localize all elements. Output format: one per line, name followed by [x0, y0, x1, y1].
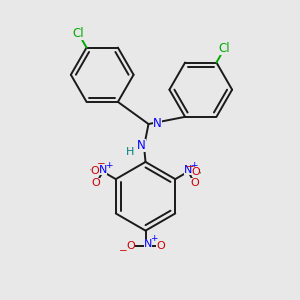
Text: +: +: [105, 161, 112, 170]
Text: N: N: [137, 139, 146, 152]
Text: O: O: [92, 178, 100, 188]
Text: +: +: [150, 235, 158, 244]
Text: O: O: [192, 167, 200, 177]
Text: N: N: [144, 239, 152, 249]
Text: O: O: [190, 178, 199, 188]
Text: N: N: [153, 117, 162, 130]
Text: +: +: [190, 161, 198, 170]
Text: Cl: Cl: [73, 27, 84, 40]
Text: O: O: [156, 241, 165, 251]
Text: H: H: [126, 147, 134, 157]
Text: N: N: [99, 165, 107, 175]
Text: −: −: [186, 162, 195, 172]
Text: Cl: Cl: [219, 42, 230, 55]
Text: O: O: [91, 166, 100, 176]
Text: N: N: [184, 165, 192, 175]
Text: −: −: [97, 159, 106, 170]
Text: −: −: [119, 246, 128, 256]
Text: O: O: [126, 241, 135, 251]
